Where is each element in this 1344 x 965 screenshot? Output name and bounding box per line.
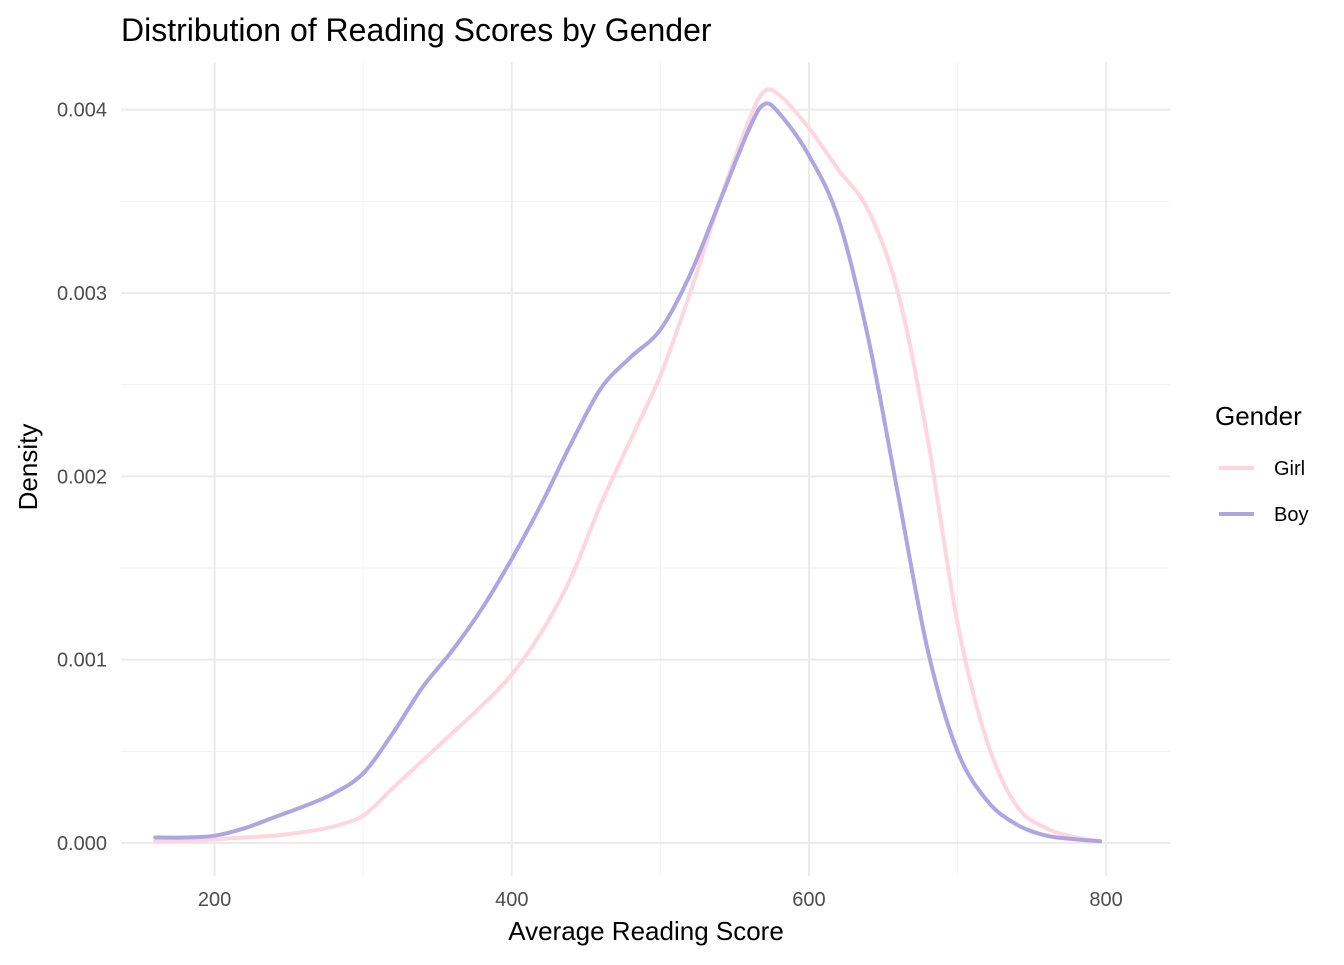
y-axis-ticks: 0.000 0.001 0.002 0.003 0.004 bbox=[57, 100, 107, 855]
legend-label-girl: Girl bbox=[1274, 458, 1305, 480]
x-axis-ticks: 200 400 600 800 bbox=[198, 889, 1123, 911]
y-tick-label-2: 0.002 bbox=[57, 466, 107, 488]
legend-title: Gender bbox=[1215, 401, 1302, 431]
legend-label-boy: Boy bbox=[1274, 504, 1308, 526]
chart-title: Distribution of Reading Scores by Gender bbox=[121, 12, 712, 48]
series-lines bbox=[153, 87, 1103, 844]
x-tick-label-0: 200 bbox=[198, 889, 231, 911]
x-axis-title: Average Reading Score bbox=[508, 916, 784, 946]
series-line-girl bbox=[153, 87, 1103, 844]
y-tick-label-1: 0.001 bbox=[57, 650, 107, 672]
y-axis-title: Density bbox=[13, 424, 43, 511]
y-tick-label-4: 0.004 bbox=[57, 100, 107, 122]
y-tick-label-0: 0.000 bbox=[57, 833, 107, 855]
legend-items: Girl Boy bbox=[1219, 458, 1308, 526]
legend: Gender Girl Boy bbox=[1215, 401, 1308, 526]
x-tick-label-2: 600 bbox=[792, 889, 825, 911]
series-line-boy bbox=[153, 101, 1103, 844]
x-tick-label-3: 800 bbox=[1089, 889, 1122, 911]
grid bbox=[121, 62, 1170, 876]
x-tick-label-1: 400 bbox=[495, 889, 528, 911]
y-tick-label-3: 0.003 bbox=[57, 283, 107, 305]
